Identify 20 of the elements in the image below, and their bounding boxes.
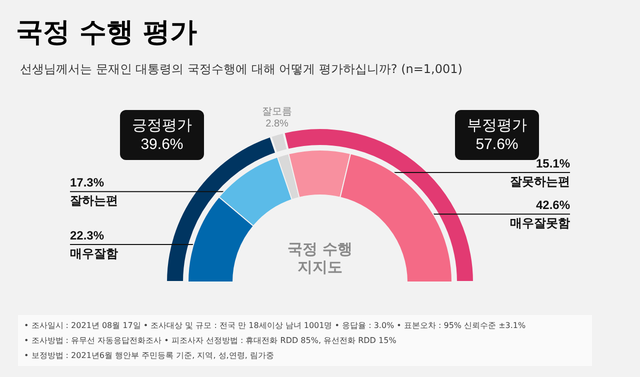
data-label: 39.6%	[140, 136, 184, 153]
chart-subtitle: 선생님께서는 문재인 대통령의 국정수행에 대해 어떻게 평가하십니까? (n=1,001)	[20, 61, 462, 78]
data-label: 2.8%	[266, 118, 289, 130]
slice-label: 잘못하는편	[510, 174, 570, 188]
chart-title: 국정 수행 평가	[16, 16, 197, 50]
text: • 조사일시 : 2021년 08월 17일 • 조사대상 및 규모 : 전국 만 18세이상 남녀 1001명 • 응답율 : 3.0% • 표본오차 : 95% 신뢰수준 ±3.1%	[24, 320, 527, 332]
data-label: 15.1%	[536, 156, 570, 170]
slice-label: 잘모름	[262, 106, 292, 118]
text: • 보정방법 : 2021년6월 행안부 주민등록 기준, 지역, 성,연령, 림가중	[24, 350, 275, 362]
slice-label: 매우잘함	[70, 246, 118, 260]
slice-label: 부정평가	[467, 117, 527, 134]
slice-label: 잘하는편	[70, 194, 118, 208]
slice-label: 긍정평가	[132, 117, 192, 134]
data-label: 57.6%	[476, 136, 518, 153]
slice-label: 매우잘못함	[510, 216, 570, 230]
text: • 조사방법 : 유무선 자동응답전화조사 • 피조사자 선정방법 : 휴대전화 RDD 85%, 유선전화 RDD 15%	[24, 335, 398, 347]
data-label: 17.3%	[70, 176, 104, 190]
data-label: 22.3%	[70, 228, 104, 242]
text: 국정 수행 지지도	[286, 240, 354, 276]
data-label: 42.6%	[536, 198, 570, 212]
